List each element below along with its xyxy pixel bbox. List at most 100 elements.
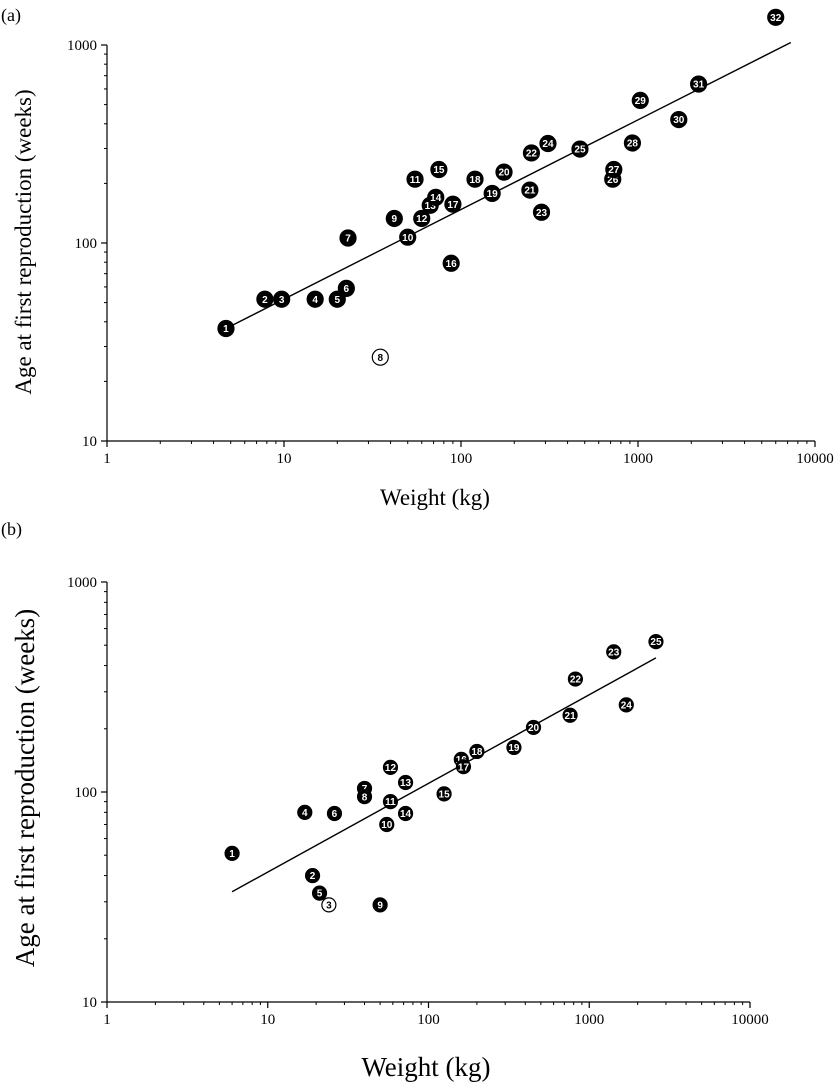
data-point-marker [306, 290, 324, 308]
data-point-label: 17 [447, 200, 459, 211]
data-point-label: 23 [608, 647, 620, 658]
data-point-b-9: 9 [372, 897, 388, 913]
data-point-a-18: 18 [466, 170, 484, 188]
data-point-marker [623, 134, 642, 152]
data-point-b-17: 17 [455, 759, 472, 775]
data-point-label: 10 [381, 820, 393, 831]
y-axis-label-a: Age at first reproduction (weeks) [11, 89, 36, 394]
data-point-label: 11 [410, 175, 421, 186]
data-point-marker [382, 794, 399, 810]
data-point-marker [297, 804, 313, 820]
data-point-b-1: 1 [224, 845, 240, 862]
data-point-label: 18 [471, 747, 483, 758]
data-point-label: 25 [650, 637, 662, 648]
data-point-label: 14 [430, 193, 442, 204]
x-tick-label: 100 [417, 1012, 440, 1028]
data-point-b-2: 2 [304, 867, 321, 884]
data-point-marker [466, 170, 484, 188]
data-point-label: 1 [223, 324, 229, 335]
data-point-marker [385, 209, 403, 228]
data-point-label: 7 [345, 234, 351, 245]
data-point-label: 21 [565, 711, 577, 722]
data-point-b-25: 25 [648, 634, 664, 650]
data-point-a-15: 15 [430, 160, 448, 179]
data-point-label: 11 [385, 797, 396, 808]
data-point-a-28: 28 [623, 134, 642, 152]
x-tick-label: 100 [450, 451, 473, 467]
data-point-b-20: 20 [525, 719, 542, 736]
data-point-label: 6 [344, 284, 350, 295]
y-tick-label: 10 [82, 995, 97, 1011]
data-point-label: 19 [508, 743, 520, 754]
data-point-label: 27 [608, 165, 620, 176]
data-point-marker [436, 786, 452, 802]
x-axis-label-a: Weight (kg) [380, 485, 490, 510]
data-point-a-10: 10 [399, 228, 417, 246]
data-point-b-8: 8 [356, 789, 373, 805]
y-tick-label: 100 [75, 785, 98, 801]
data-point-marker [606, 644, 622, 660]
data-point-label: 20 [528, 723, 540, 734]
data-point-marker [670, 110, 688, 129]
data-point-marker [397, 774, 414, 791]
data-point-b-6: 6 [326, 805, 343, 822]
data-point-marker [430, 160, 448, 179]
panel-label-b: (b) [1, 519, 22, 540]
panel-a: (a) Weight (kg) Age at first reproductio… [1, 5, 834, 510]
data-point-label: 25 [574, 145, 586, 156]
data-point-a-22: 22 [522, 144, 541, 162]
x-tick-label: 1 [103, 1012, 111, 1028]
data-point-b-13: 13 [397, 774, 414, 791]
x-tick-label: 1 [103, 451, 111, 467]
data-point-marker [525, 719, 542, 736]
x-tick-label: 1000 [574, 1012, 604, 1028]
data-point-marker [273, 290, 291, 308]
data-point-label: 8 [378, 353, 384, 364]
data-point-a-8: 8 [371, 348, 389, 366]
data-point-label: 30 [673, 115, 685, 126]
data-point-marker [382, 759, 399, 775]
data-point-label: 22 [570, 675, 582, 686]
data-point-a-4: 4 [306, 290, 324, 308]
data-point-a-16: 16 [442, 254, 460, 272]
data-point-label: 15 [439, 789, 451, 800]
y-axis-label-b: Age at first reproduction (weeks) [10, 609, 40, 967]
data-point-marker [442, 254, 460, 272]
x-tick-label: 1000 [623, 451, 653, 467]
data-point-a-11: 11 [406, 170, 424, 188]
data-point-marker [256, 290, 274, 308]
data-point-marker [356, 789, 373, 805]
data-point-marker [224, 845, 240, 862]
data-point-marker [469, 743, 485, 760]
data-point-label: 3 [326, 900, 332, 911]
data-point-label: 4 [312, 295, 318, 306]
data-point-marker [379, 816, 395, 833]
data-point-a-3: 3 [273, 290, 291, 308]
data-point-marker [495, 163, 513, 181]
data-point-label: 22 [526, 149, 538, 160]
regression-line-b [231, 657, 657, 893]
data-point-a-21: 21 [521, 181, 539, 199]
data-point-label: 14 [400, 809, 412, 820]
data-point-marker [483, 184, 501, 203]
x-tick-label: 10000 [796, 451, 834, 467]
x-tick-label: 10000 [731, 1012, 769, 1028]
data-point-marker [217, 319, 235, 338]
data-point-marker [631, 91, 649, 110]
data-point-marker [618, 697, 634, 713]
data-point-label: 13 [400, 778, 412, 789]
data-point-marker [427, 188, 445, 206]
data-point-marker [605, 160, 623, 179]
data-point-a-6: 6 [337, 279, 355, 297]
y-tick-label: 10 [82, 434, 97, 450]
data-point-marker [521, 181, 539, 199]
data-point-b-4: 4 [297, 804, 313, 820]
data-point-b-22: 22 [567, 671, 583, 687]
data-point-a-20: 20 [495, 163, 513, 181]
data-point-marker [522, 144, 541, 162]
data-point-label: 20 [498, 168, 510, 179]
data-point-a-7: 7 [339, 229, 357, 247]
data-point-label: 10 [402, 233, 414, 244]
data-point-marker [567, 671, 583, 687]
